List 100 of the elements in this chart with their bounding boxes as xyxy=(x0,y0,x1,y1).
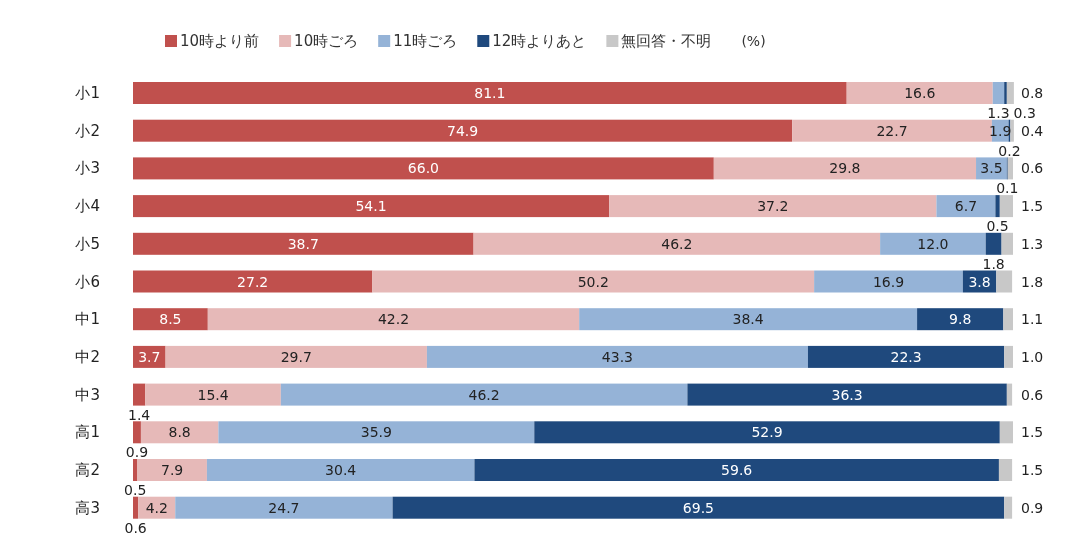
bar xyxy=(579,308,918,331)
legend-label: 11時ごろ xyxy=(393,32,458,50)
bar xyxy=(998,459,1013,481)
data-label: 42.2 xyxy=(377,311,410,328)
data-label: 8.5 xyxy=(159,311,182,328)
data-label: 1.1 xyxy=(1021,311,1044,328)
data-label: 50.2 xyxy=(577,273,609,290)
data-label: 46.2 xyxy=(468,386,500,403)
legend-label: 無回答・不明 xyxy=(621,32,712,50)
bar xyxy=(1007,157,1013,180)
bar xyxy=(145,383,281,406)
data-label: 69.5 xyxy=(682,499,714,516)
data-label: 0.6 xyxy=(1021,386,1044,403)
data-label: 38.7 xyxy=(287,235,319,252)
data-label: 36.3 xyxy=(831,386,863,403)
data-label: 0.6 xyxy=(124,519,147,536)
bar xyxy=(999,195,1013,218)
data-label: 59.6 xyxy=(721,462,753,478)
legend-label: 10時ごろ xyxy=(294,32,359,50)
bar xyxy=(1004,345,1013,368)
bar xyxy=(218,421,535,444)
data-label: 0.5 xyxy=(124,482,147,498)
data-label: 43.3 xyxy=(601,348,634,365)
bar xyxy=(917,308,1004,331)
data-label: 1.5 xyxy=(1021,424,1044,441)
bar xyxy=(133,232,474,255)
bar xyxy=(1003,308,1013,331)
bar xyxy=(372,270,815,293)
bar xyxy=(992,82,1005,104)
y-tick-label: 小6 xyxy=(75,272,100,291)
bar xyxy=(133,119,793,142)
data-label: 9.8 xyxy=(949,311,972,328)
bar xyxy=(473,232,881,255)
data-label: 52.9 xyxy=(751,424,783,441)
data-label: 37.2 xyxy=(757,198,789,215)
bar xyxy=(687,383,1007,406)
bar xyxy=(1004,496,1013,519)
bar xyxy=(534,421,1000,444)
legend-label: 12時よりあと xyxy=(492,32,587,50)
bar xyxy=(133,82,847,104)
data-label: 6.7 xyxy=(954,198,978,215)
bar xyxy=(1006,383,1013,406)
legend-label: 10時より前 xyxy=(180,32,260,50)
data-label: 24.7 xyxy=(268,499,300,516)
data-label: 54.1 xyxy=(355,198,387,215)
bar xyxy=(1004,82,1007,104)
bar xyxy=(999,421,1013,444)
data-label: 16.9 xyxy=(872,273,905,290)
y-tick-label: 小3 xyxy=(75,159,100,178)
bar xyxy=(985,232,1002,255)
bar xyxy=(165,345,427,368)
bar xyxy=(609,195,937,218)
bar xyxy=(137,459,207,481)
y-tick-label: 高3 xyxy=(75,498,100,517)
data-label: 1.0 xyxy=(1021,348,1044,365)
data-label: 12.0 xyxy=(917,235,949,252)
y-tick-label: 小1 xyxy=(75,84,100,102)
data-label: 66.0 xyxy=(407,160,439,177)
data-label: 1.8 xyxy=(1021,273,1044,290)
bar xyxy=(133,157,714,180)
data-label: 30.4 xyxy=(325,462,357,478)
data-label: 0.2 xyxy=(998,142,1021,159)
bar xyxy=(792,119,992,142)
data-label: 22.7 xyxy=(876,122,908,139)
bar xyxy=(713,157,977,180)
data-label: 1.5 xyxy=(1021,198,1044,215)
data-label: 81.1 xyxy=(474,85,506,101)
bar xyxy=(846,82,993,104)
data-label: 1.3 xyxy=(1021,235,1044,252)
bar xyxy=(133,195,610,218)
data-label: 1.4 xyxy=(128,406,151,423)
data-label: 8.8 xyxy=(168,424,191,441)
bar xyxy=(133,308,208,331)
bar xyxy=(1006,82,1014,104)
data-label: 15.4 xyxy=(197,386,229,403)
bar xyxy=(996,270,1013,293)
bar xyxy=(133,421,141,444)
bar xyxy=(133,496,139,519)
y-tick-label: 高1 xyxy=(75,423,100,442)
bar xyxy=(426,345,808,368)
bar xyxy=(133,459,138,481)
bar xyxy=(814,270,963,293)
data-label: 22.3 xyxy=(890,348,922,365)
bar xyxy=(133,270,373,293)
data-label: 4.2 xyxy=(145,499,168,516)
y-tick-label: 中3 xyxy=(75,385,100,404)
bar xyxy=(133,383,146,406)
data-label: 38.4 xyxy=(732,311,764,328)
data-label: 46.2 xyxy=(661,235,693,252)
bar xyxy=(1001,232,1013,255)
y-tick-label: 小2 xyxy=(75,121,100,140)
data-label: 0.9 xyxy=(1021,499,1044,516)
data-label: 7.9 xyxy=(161,462,184,478)
data-label: 0.3 xyxy=(1013,105,1036,121)
bar xyxy=(807,345,1005,368)
y-tick-label: 中1 xyxy=(75,310,100,329)
data-label: 1.8 xyxy=(982,255,1005,272)
bar xyxy=(392,496,1005,519)
data-label: 3.8 xyxy=(968,273,991,290)
data-label: 3.5 xyxy=(980,160,1003,177)
